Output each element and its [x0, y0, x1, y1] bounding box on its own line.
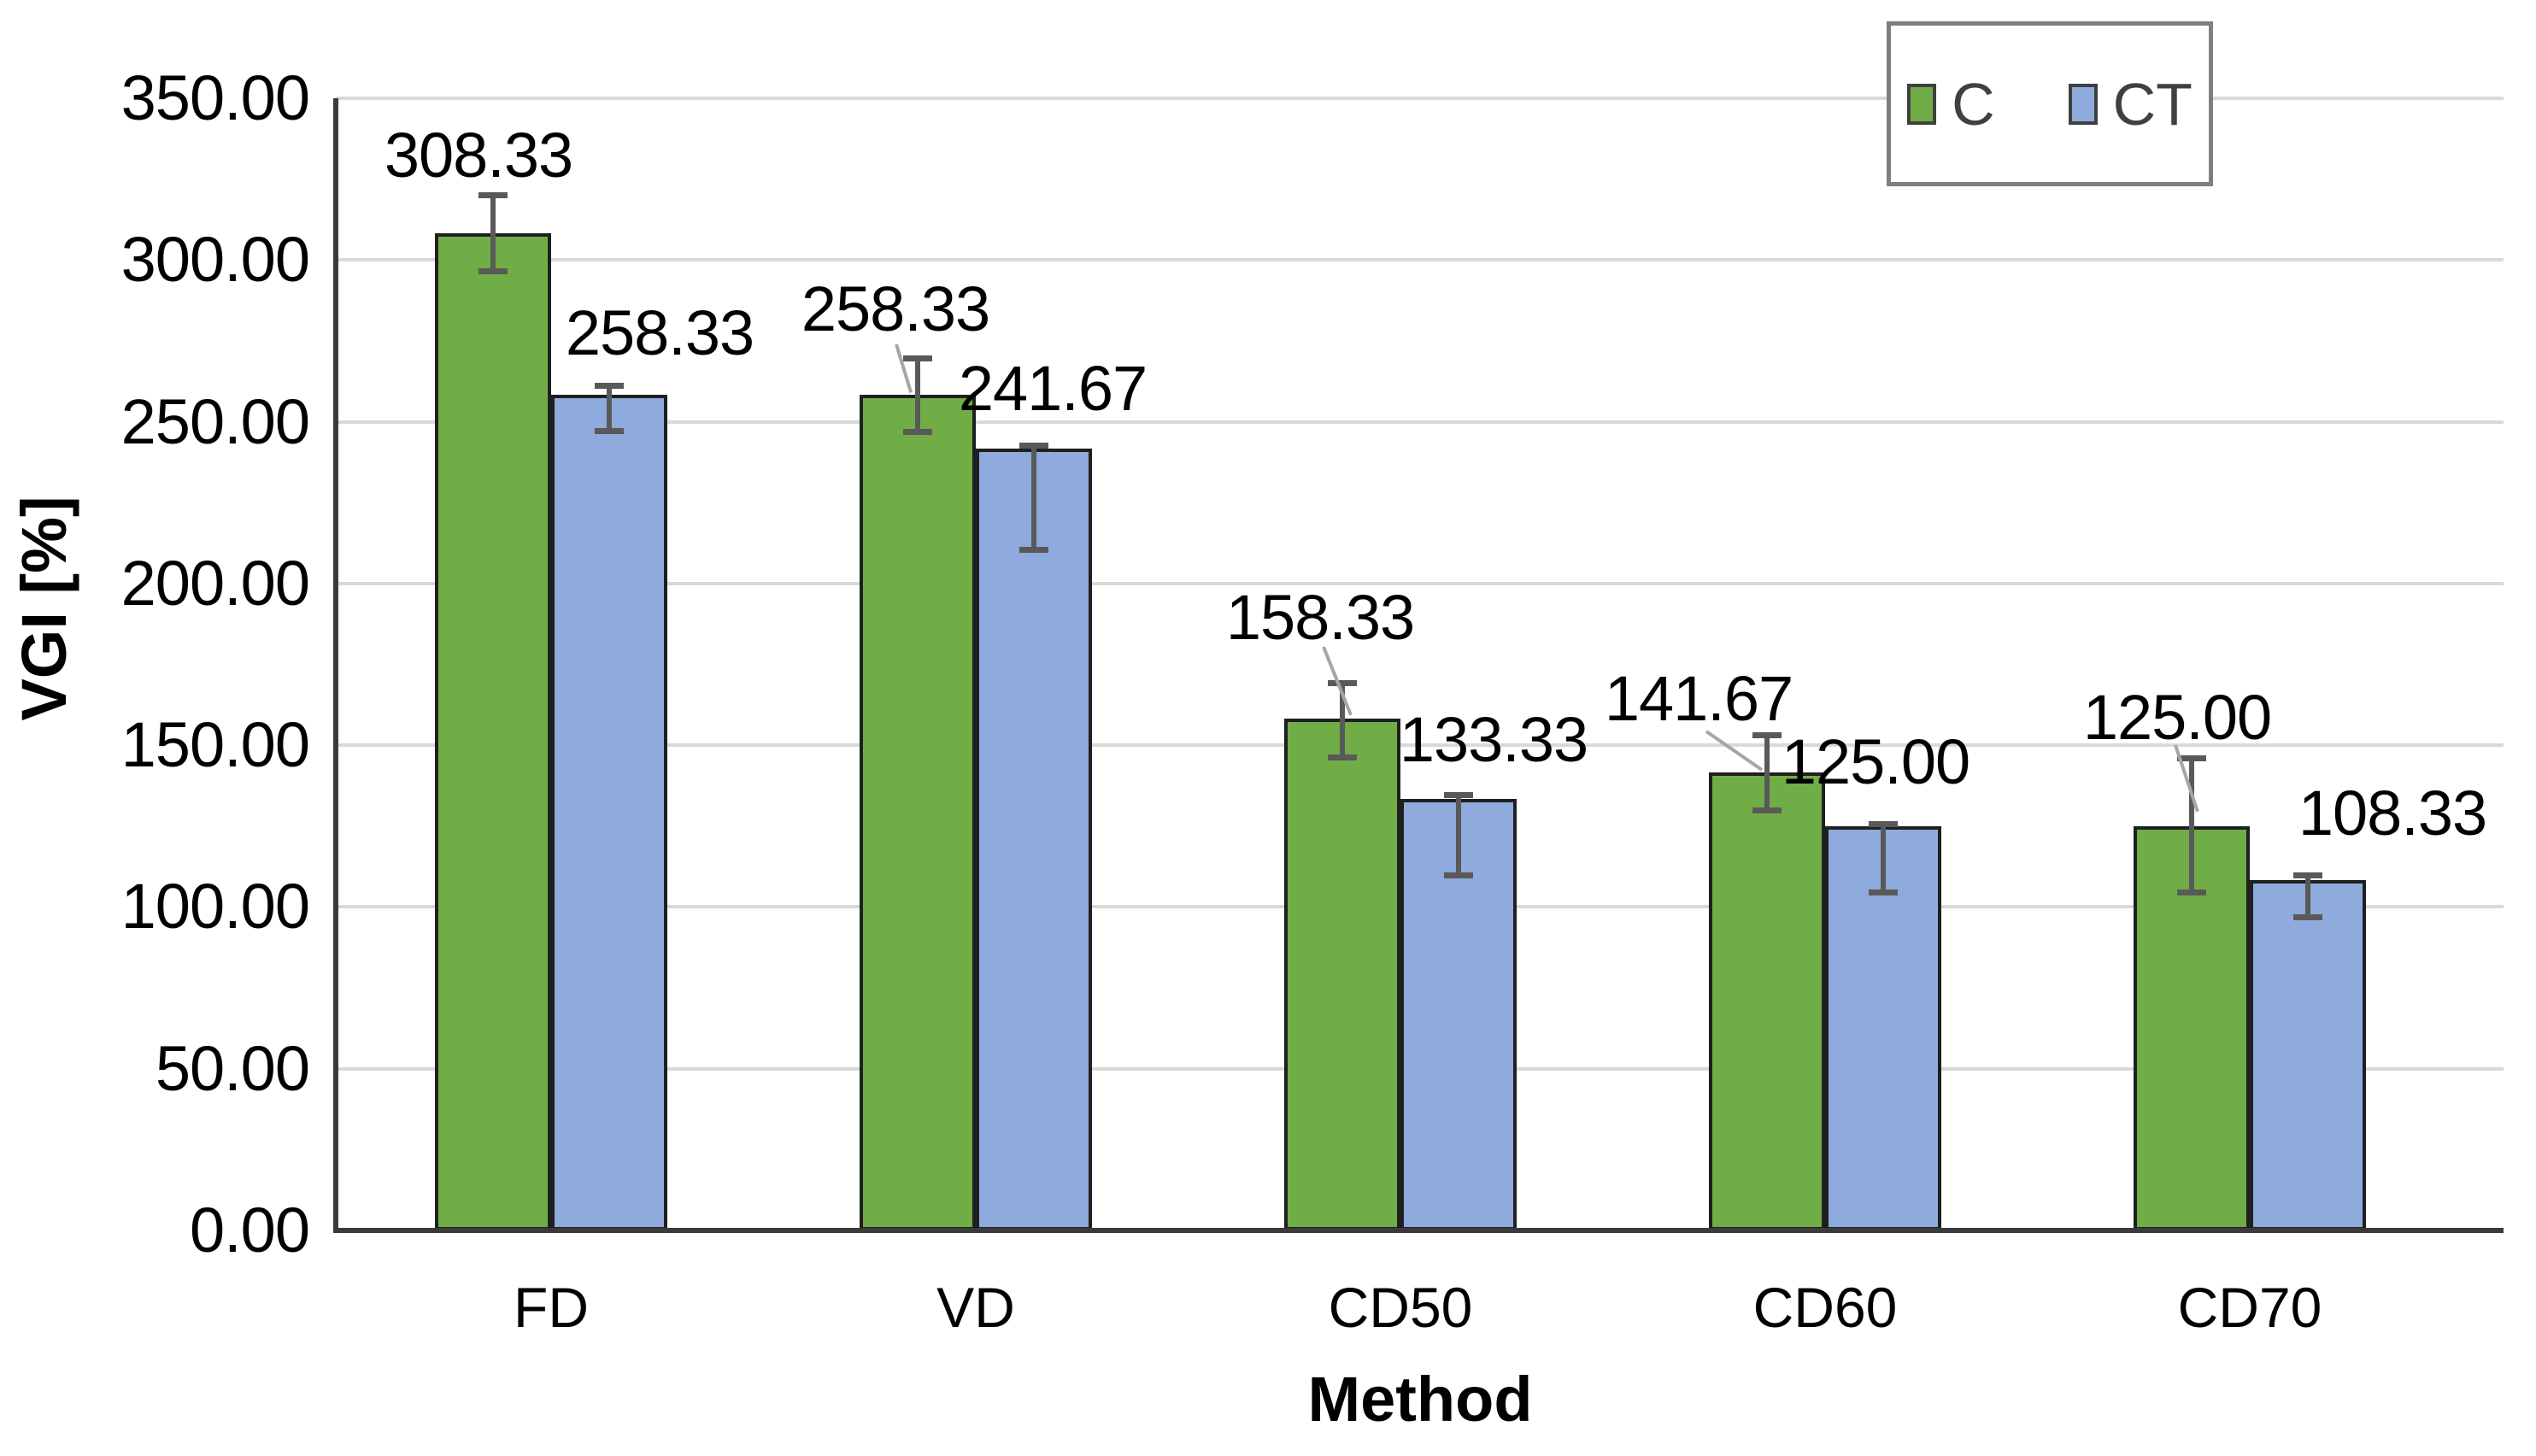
- y-axis-tick-label: 200.00: [120, 547, 310, 619]
- y-axis-tick-label: 150.00: [120, 709, 310, 781]
- error-bar-bottom-cap: [1328, 754, 1357, 760]
- data-label-CT-VD: 241.67: [958, 353, 1148, 424]
- data-label-CT-FD: 258.33: [565, 297, 754, 368]
- data-label-C-CD60: 141.67: [1604, 663, 1793, 734]
- data-label-C-CD70: 125.00: [2082, 682, 2272, 753]
- bar-C-CD60: [1709, 772, 1825, 1230]
- y-axis-tick-label: 300.00: [120, 224, 310, 296]
- label-leader-line: [895, 343, 913, 393]
- y-axis-line: [333, 98, 338, 1233]
- legend-swatch-C: [1907, 83, 1937, 125]
- data-label-CT-CD70: 108.33: [2298, 778, 2487, 848]
- data-label-C-CD50: 158.33: [1225, 582, 1415, 653]
- error-bar-top-cap: [1019, 442, 1048, 449]
- error-bar-bottom-cap: [1019, 547, 1048, 554]
- legend-item-CT: CT: [2068, 70, 2193, 138]
- x-axis-line: [333, 1228, 2504, 1233]
- error-bar-top-cap: [2177, 755, 2206, 762]
- y-axis-tick-label: 100.00: [120, 871, 310, 942]
- bar-CT-FD: [551, 395, 667, 1230]
- bar-CT-VD: [976, 449, 1092, 1230]
- legend-swatch-CT: [2068, 83, 2098, 125]
- x-category-label-VD: VD: [936, 1276, 1015, 1339]
- error-bar: [1456, 795, 1461, 877]
- error-bar-bottom-cap: [2293, 914, 2322, 921]
- error-bar-top-cap: [1444, 792, 1473, 799]
- data-label-C-FD: 308.33: [384, 120, 573, 191]
- x-axis-title: Method: [1307, 1364, 1533, 1435]
- label-leader-line: [2174, 744, 2199, 813]
- bar-C-CD50: [1284, 718, 1400, 1230]
- data-label-C-VD: 258.33: [801, 273, 990, 344]
- error-bar-bottom-cap: [595, 428, 624, 435]
- error-bar-bottom-cap: [903, 428, 932, 435]
- y-axis-tick-label: 0.00: [189, 1195, 310, 1265]
- x-category-label-CD50: CD50: [1328, 1276, 1473, 1339]
- error-bar-bottom-cap: [1444, 872, 1473, 879]
- error-bar: [2189, 758, 2194, 894]
- error-bar: [1031, 444, 1036, 551]
- error-bar-bottom-cap: [1752, 807, 1782, 813]
- data-label-CT-CD60: 125.00: [1781, 726, 1970, 797]
- y-axis-tick-label: 250.00: [120, 385, 310, 457]
- error-bar-top-cap: [2293, 872, 2322, 878]
- error-bar: [1881, 823, 1886, 894]
- error-bar: [2305, 874, 2310, 919]
- x-category-label-CD70: CD70: [2177, 1276, 2322, 1339]
- bar-C-VD: [860, 395, 976, 1230]
- gridline: [336, 743, 2504, 748]
- gridline: [336, 97, 2504, 100]
- gridline: [336, 581, 2504, 585]
- y-axis-tick-label: 50.00: [155, 1032, 310, 1104]
- x-category-label-CD60: CD60: [1752, 1276, 1898, 1339]
- error-bar: [1764, 734, 1770, 811]
- legend-label-CT: CT: [2112, 70, 2193, 138]
- data-label-CT-CD50: 133.33: [1399, 704, 1588, 775]
- error-bar-top-cap: [1752, 731, 1782, 738]
- error-bar-bottom-cap: [2177, 889, 2206, 896]
- gridline: [336, 420, 2504, 424]
- error-bar: [915, 357, 920, 432]
- x-category-label-FD: FD: [514, 1276, 589, 1339]
- error-bar: [1340, 682, 1345, 758]
- error-bar-bottom-cap: [478, 268, 508, 275]
- error-bar-bottom-cap: [1869, 889, 1898, 896]
- error-bar: [607, 385, 612, 432]
- gridline: [336, 258, 2504, 262]
- error-bar-top-cap: [903, 355, 932, 361]
- legend-label-C: C: [1952, 70, 1995, 138]
- error-bar-top-cap: [1869, 820, 1898, 827]
- error-bar-top-cap: [595, 383, 624, 390]
- legend-item-C: C: [1907, 74, 1995, 134]
- bar-CT-CD70: [2250, 879, 2366, 1230]
- y-axis-tick-label: 350.00: [120, 62, 310, 133]
- bar-C-FD: [435, 232, 551, 1230]
- error-bar: [490, 195, 496, 273]
- error-bar-top-cap: [1328, 679, 1357, 686]
- legend: C CT: [1887, 21, 2213, 186]
- y-axis-title: VGI [%]: [9, 496, 79, 721]
- error-bar-top-cap: [478, 192, 508, 199]
